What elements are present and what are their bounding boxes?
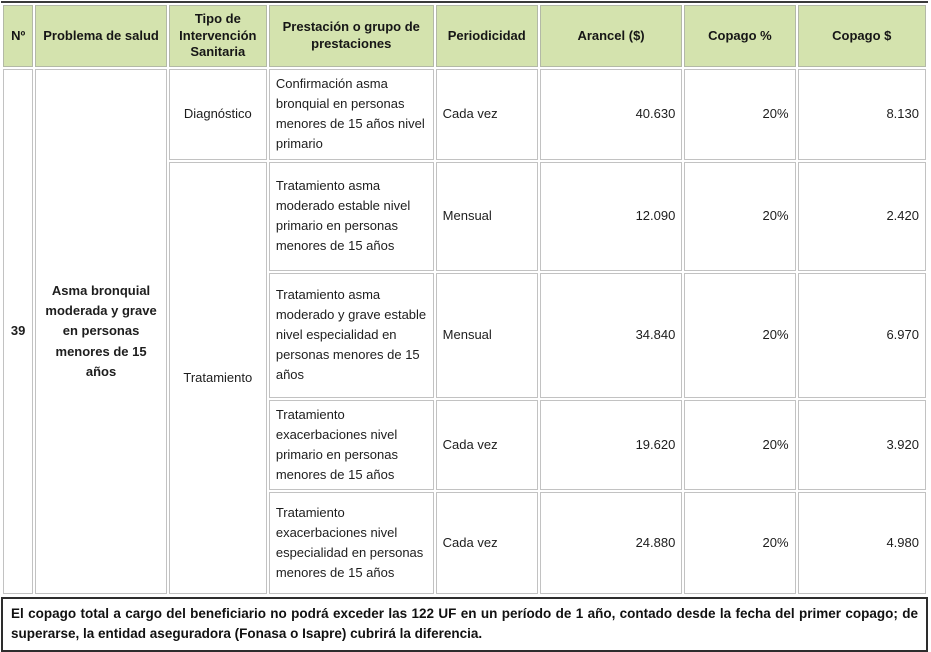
cell-arancel: 40.630 [539,69,683,160]
col-header-periodicidad: Periodicidad [435,5,538,67]
cell-tipo-tratamiento: Tratamiento [168,161,267,595]
table-row: Tratamiento asma moderado y grave establ… [3,272,926,398]
cell-copago-monto: 3.920 [797,399,926,491]
cell-prestacion: Confirmación asma bronquial en personas … [268,69,434,160]
col-header-numero: Nº [3,5,34,67]
col-header-copago-pct: Copago % [684,5,796,67]
cell-copago-monto: 8.130 [797,69,926,160]
cell-periodicidad: Cada vez [435,69,538,160]
cell-copago-pct: 20% [684,399,796,491]
cell-tipo-diagnostico: Diagnóstico [168,69,267,160]
cell-problema-salud: Asma bronquial moderada y grave en perso… [35,69,167,595]
health-benefits-table-wrap: Nº Problema de salud Tipo de Intervenció… [1,1,928,597]
cell-prestacion: Tratamiento asma moderado estable nivel … [268,161,434,271]
cell-prestacion: Tratamiento exacerbaciones nivel primari… [268,399,434,491]
cell-copago-pct: 20% [684,492,796,595]
cell-prestacion: Tratamiento asma moderado y grave establ… [268,272,434,398]
cell-periodicidad: Cada vez [435,492,538,595]
table-row: Tratamiento exacerbaciones nivel especia… [3,492,926,595]
col-header-arancel: Arancel ($) [539,5,683,67]
cell-prestacion: Tratamiento exacerbaciones nivel especia… [268,492,434,595]
col-header-tipo-intervencion: Tipo de Intervención Sanitaria [168,5,267,67]
copago-limit-note: El copago total a cargo del beneficiario… [1,597,928,652]
header-row: Nº Problema de salud Tipo de Intervenció… [3,5,926,67]
cell-arancel: 24.880 [539,492,683,595]
cell-arancel: 19.620 [539,399,683,491]
cell-copago-monto: 4.980 [797,492,926,595]
cell-periodicidad: Cada vez [435,399,538,491]
cell-periodicidad: Mensual [435,272,538,398]
table-row: 39 Asma bronquial moderada y grave en pe… [3,69,926,595]
cell-periodicidad: Mensual [435,161,538,271]
cell-arancel: 34.840 [539,272,683,398]
cell-copago-monto: 2.420 [797,161,926,271]
cell-copago-monto: 6.970 [797,272,926,398]
table-row: Tratamiento exacerbaciones nivel primari… [3,399,926,491]
cell-copago-pct: 20% [684,69,796,160]
col-header-copago-monto: Copago $ [797,5,926,67]
cell-arancel: 12.090 [539,161,683,271]
col-header-prestacion: Prestación o grupo de prestaciones [268,5,434,67]
cell-copago-pct: 20% [684,161,796,271]
cell-problem-number: 39 [3,69,34,595]
health-benefits-table: Nº Problema de salud Tipo de Intervenció… [1,3,928,597]
cell-copago-pct: 20% [684,272,796,398]
col-header-problema-salud: Problema de salud [35,5,167,67]
table-row: Tratamiento Tratamiento asma moderado es… [3,161,926,595]
